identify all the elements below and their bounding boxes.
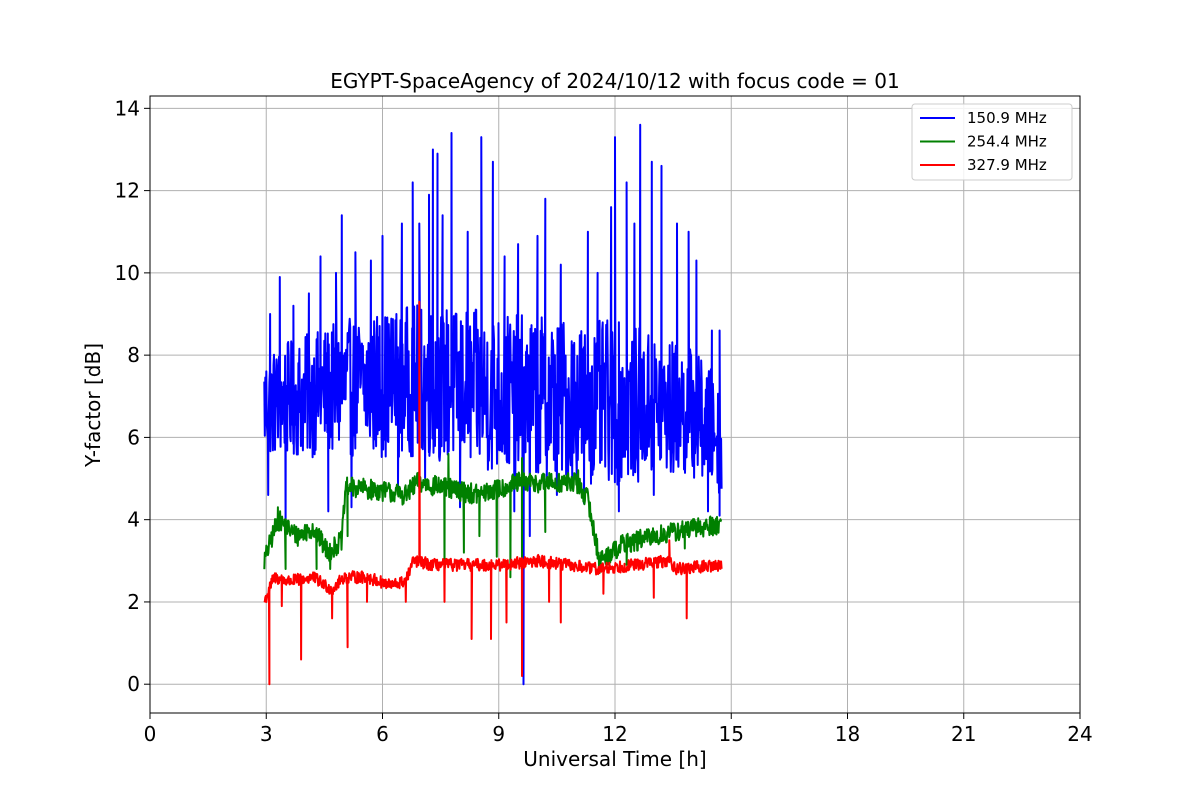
series-line-150-9-mhz	[263, 123, 723, 686]
y-tick-label: 12	[115, 179, 140, 203]
x-axis-label: Universal Time [h]	[523, 747, 706, 771]
y-tick-label: 14	[115, 96, 140, 120]
legend-label-327-9-mhz: 327.9 MHz	[967, 156, 1047, 174]
series-line-254-4-mhz	[263, 452, 723, 583]
series-line-327-9-mhz	[263, 300, 723, 686]
legend-box	[911, 103, 1073, 181]
x-tick-label: 0	[144, 722, 157, 746]
x-tick-label: 21	[951, 722, 976, 746]
chart-title: EGYPT-SpaceAgency of 2024/10/12 with foc…	[330, 69, 899, 93]
legend-label-254-4-mhz: 254.4 MHz	[967, 133, 1047, 151]
x-tick-label: 6	[376, 722, 389, 746]
legend: 150.9 MHz 254.4 MHz 327.9 MHz	[911, 103, 1073, 181]
y-tick-label: 8	[127, 343, 140, 367]
x-tick-label: 18	[835, 722, 860, 746]
series-layer	[263, 123, 723, 686]
y-tick-label: 6	[127, 425, 140, 449]
y-tick-label: 0	[127, 672, 140, 696]
x-tick-label: 9	[492, 722, 505, 746]
legend-items: 150.9 MHz 254.4 MHz 327.9 MHz	[920, 109, 1047, 174]
y-tick-label: 10	[115, 261, 140, 285]
legend-label-150-9-mhz: 150.9 MHz	[967, 109, 1047, 127]
y-axis-label: Y-factor [dB]	[81, 343, 105, 468]
x-tick-label: 24	[1067, 722, 1092, 746]
x-tick-label: 3	[260, 722, 273, 746]
x-tick-label: 15	[719, 722, 744, 746]
y-tick-label: 2	[127, 590, 140, 614]
x-tick-label: 12	[602, 722, 627, 746]
y-tick-label: 4	[127, 508, 140, 532]
